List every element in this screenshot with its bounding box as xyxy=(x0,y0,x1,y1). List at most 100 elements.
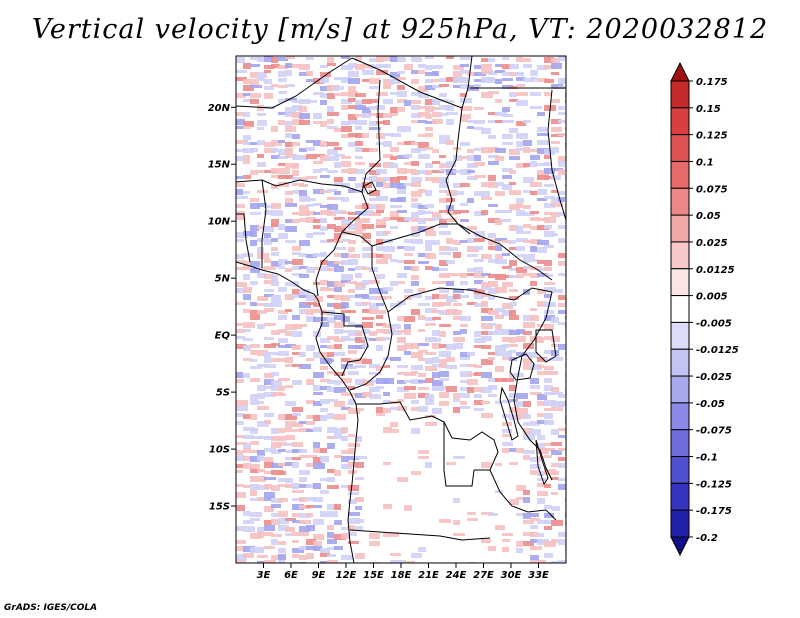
field-cell xyxy=(495,120,504,123)
field-cell xyxy=(257,170,264,173)
border-gabon xyxy=(321,311,369,377)
field-cell xyxy=(537,240,549,245)
field-cell xyxy=(439,359,447,365)
field-cell xyxy=(397,260,407,263)
field-cell xyxy=(481,182,492,187)
field-cell xyxy=(544,448,555,451)
colorbar-level-label: 0.1 xyxy=(696,157,714,168)
field-cell xyxy=(257,436,269,439)
field-cell xyxy=(565,267,566,272)
field-cell xyxy=(530,315,539,321)
field-cell xyxy=(362,359,372,364)
field-cell xyxy=(334,177,343,182)
field-cell xyxy=(257,273,267,278)
field-cell xyxy=(537,260,545,264)
field-cell xyxy=(488,281,498,287)
border-chad-sudan xyxy=(445,107,471,235)
field-cell xyxy=(327,387,335,392)
field-cell xyxy=(523,322,535,328)
field-cell xyxy=(369,533,380,539)
field-cell xyxy=(544,408,553,411)
field-cell xyxy=(509,310,516,316)
border-zambia-east xyxy=(489,469,557,521)
field-cell xyxy=(320,121,327,127)
field-cell xyxy=(523,343,534,349)
field-cell xyxy=(250,469,259,473)
field-cell xyxy=(558,484,566,490)
field-cell xyxy=(516,373,524,377)
field-cell xyxy=(278,233,288,239)
field-cell xyxy=(236,505,245,511)
field-cell xyxy=(523,147,530,153)
field-cell xyxy=(537,560,546,563)
field-cell xyxy=(250,57,262,60)
field-cell xyxy=(292,352,302,355)
field-cell xyxy=(481,308,493,313)
field-cell xyxy=(495,259,507,264)
field-cell xyxy=(257,120,267,126)
field-cell xyxy=(418,93,429,98)
field-cell xyxy=(544,513,554,518)
field-cell xyxy=(320,72,331,77)
field-cell xyxy=(523,401,531,407)
field-cell xyxy=(264,210,272,215)
lat-label: 10N xyxy=(208,217,231,228)
field-cell xyxy=(292,190,302,194)
field-cell xyxy=(369,176,377,182)
field-cell xyxy=(299,177,308,180)
field-cell xyxy=(257,385,266,391)
field-cell xyxy=(460,106,472,111)
field-cell xyxy=(509,315,519,320)
field-cell xyxy=(292,422,303,427)
field-cell xyxy=(313,219,325,223)
field-cell xyxy=(439,365,447,368)
field-cell xyxy=(425,114,432,119)
field-cell xyxy=(502,72,513,76)
field-cell xyxy=(502,266,512,269)
field-cell xyxy=(432,65,443,69)
field-cell xyxy=(544,520,551,524)
field-cell xyxy=(257,127,264,130)
field-cell xyxy=(530,308,537,311)
field-cell xyxy=(439,135,450,141)
field-cell xyxy=(383,113,392,118)
field-cell xyxy=(453,331,461,335)
field-cell xyxy=(488,352,499,355)
field-cell xyxy=(327,106,334,112)
field-cell xyxy=(299,253,306,257)
field-cell xyxy=(271,428,278,434)
field-cell xyxy=(285,357,293,363)
field-cell xyxy=(432,372,440,378)
field-cell xyxy=(306,400,315,404)
field-cell xyxy=(474,259,484,262)
field-cell xyxy=(439,252,451,255)
field-cell xyxy=(243,253,253,257)
field-cell xyxy=(551,147,559,153)
field-cell xyxy=(502,434,512,437)
field-cell xyxy=(243,93,251,96)
field-cell xyxy=(292,252,300,255)
field-cell xyxy=(334,380,341,385)
field-cell xyxy=(383,504,392,509)
field-cell xyxy=(334,401,345,407)
field-cell xyxy=(369,280,380,284)
field-cell xyxy=(516,548,523,553)
field-cell xyxy=(327,63,336,66)
field-cell xyxy=(320,352,329,358)
field-cell xyxy=(334,315,345,320)
field-cell xyxy=(257,72,267,78)
field-cell xyxy=(341,364,353,369)
field-cell xyxy=(551,392,563,395)
field-cell xyxy=(355,358,367,364)
field-cell xyxy=(348,240,356,244)
field-cell xyxy=(558,253,566,258)
field-cell xyxy=(411,212,419,218)
field-cell xyxy=(516,198,524,203)
field-cell xyxy=(530,211,539,214)
field-cell xyxy=(320,511,327,517)
field-cell xyxy=(362,148,372,152)
field-cell xyxy=(544,385,553,391)
field-cell xyxy=(495,463,502,466)
field-cell xyxy=(306,198,316,201)
field-cell xyxy=(397,380,406,384)
